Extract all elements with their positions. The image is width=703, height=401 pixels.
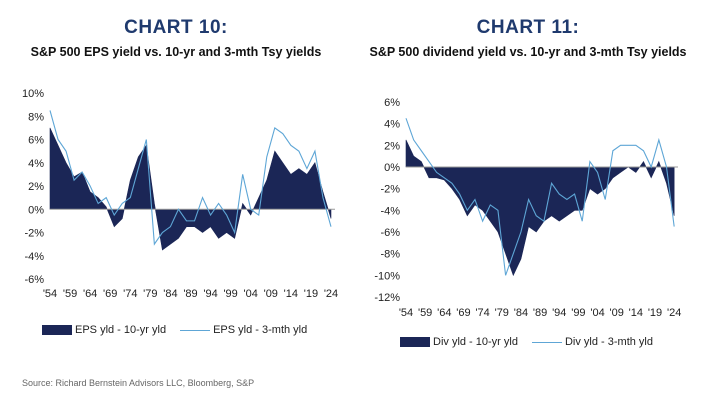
chart-11-panel: CHART 11: S&P 500 dividend yield vs. 10-… xyxy=(352,0,703,370)
x-tick-label: '69 xyxy=(103,288,117,300)
x-tick-label: '19 xyxy=(304,288,318,300)
x-tick-label: '94 xyxy=(552,307,566,319)
x-tick-label: '69 xyxy=(456,307,470,319)
chart-10-legend: EPS yld - 10-yr yld EPS yld - 3-mth yld xyxy=(42,324,307,336)
x-tick-label: '64 xyxy=(437,307,451,319)
chart-10-panel: CHART 10: S&P 500 EPS yield vs. 10-yr an… xyxy=(0,0,352,370)
y-tick-label: 4% xyxy=(28,158,44,170)
series-line-1 xyxy=(405,118,675,276)
x-tick-label: '64 xyxy=(83,288,97,300)
y-tick-label: -12% xyxy=(374,292,400,304)
y-tick-label: 8% xyxy=(28,111,44,123)
legend-item-div-3mth: Div yld - 3-mth yld xyxy=(531,336,653,348)
legend-item-eps-10yr: EPS yld - 10-yr yld xyxy=(42,324,166,336)
chart-11-legend: Div yld - 10-yr yld Div yld - 3-mth yld xyxy=(400,336,653,348)
x-tick-label: '54 xyxy=(399,307,413,319)
legend-label: EPS yld - 3-mth yld xyxy=(213,324,308,336)
x-tick-label: '94 xyxy=(203,288,217,300)
x-tick-label: '24 xyxy=(324,288,338,300)
chart-11-title: S&P 500 dividend yield vs. 10-yr and 3-m… xyxy=(369,45,687,59)
series-area-1 xyxy=(405,139,675,277)
y-tick-label: 6% xyxy=(384,97,400,109)
x-tick-label: '84 xyxy=(514,307,528,319)
x-tick-label: '04 xyxy=(590,307,604,319)
y-tick-label: 10% xyxy=(22,88,44,100)
x-tick-label: '24 xyxy=(667,307,681,319)
chart-10-plot: -6% -4% -2% 0% 2% 4% 6% 8% 10% '54 '59 '64 '69 '74 '79… xyxy=(22,88,338,300)
y-tick-label: -8% xyxy=(380,249,400,261)
source-note: Source: Richard Bernstein Advisors LLC, … xyxy=(22,378,255,388)
y-tick-label: -4% xyxy=(24,251,44,263)
y-tick-label: 0% xyxy=(28,204,44,216)
x-tick-label: '59 xyxy=(418,307,432,319)
legend-item-eps-3mth: EPS yld - 3-mth yld xyxy=(180,324,307,336)
legend-label: Div yld - 10-yr yld xyxy=(433,336,518,348)
x-tick-label: '04 xyxy=(244,288,258,300)
x-tick-label: '14 xyxy=(629,307,643,319)
legend-swatch-line xyxy=(531,341,562,343)
y-tick-label: -6% xyxy=(380,227,400,239)
y-tick-label: -10% xyxy=(374,270,400,282)
x-tick-label: '79 xyxy=(143,288,157,300)
chart-10-title: S&P 500 EPS yield vs. 10-yr and 3-mth Ts… xyxy=(30,45,322,59)
y-tick-label: 6% xyxy=(28,135,44,147)
legend-swatch-line xyxy=(180,329,211,331)
y-tick-label: -4% xyxy=(380,205,400,217)
x-tick-label: '54 xyxy=(43,288,57,300)
chart-10-number: CHART 10: xyxy=(124,17,228,38)
chart-11-number: CHART 11: xyxy=(476,17,580,38)
legend-label: Div yld - 3-mth yld xyxy=(564,336,653,348)
legend-item-div-10yr: Div yld - 10-yr yld xyxy=(400,336,518,348)
x-tick-label: '89 xyxy=(533,307,547,319)
y-tick-label: -6% xyxy=(24,274,44,286)
legend-swatch-area xyxy=(42,325,72,335)
x-tick-label: '84 xyxy=(163,288,177,300)
y-tick-label: 4% xyxy=(384,119,400,131)
y-tick-label: 0% xyxy=(384,162,400,174)
chart-11-plot: -12% -10% -8% -6% -4% -2% 0% 2% 4% 6% '54 '59 '64 '69… xyxy=(374,97,681,319)
series-line-0 xyxy=(49,110,332,246)
x-tick-label: '14 xyxy=(284,288,298,300)
x-tick-label: '59 xyxy=(63,288,77,300)
legend-swatch-area xyxy=(400,337,430,347)
y-tick-label: -2% xyxy=(380,184,400,196)
x-tick-label: '79 xyxy=(495,307,509,319)
x-tick-label: '09 xyxy=(610,307,624,319)
x-tick-label: '89 xyxy=(183,288,197,300)
x-tick-label: '74 xyxy=(123,288,137,300)
x-tick-label: '19 xyxy=(648,307,662,319)
y-tick-label: 2% xyxy=(28,181,44,193)
legend-label: EPS yld - 10-yr yld xyxy=(75,324,167,336)
x-tick-label: '09 xyxy=(264,288,278,300)
x-tick-label: '74 xyxy=(475,307,489,319)
y-tick-label: 2% xyxy=(384,140,400,152)
x-tick-label: '99 xyxy=(571,307,585,319)
series-area-0 xyxy=(49,127,332,251)
y-tick-label: -2% xyxy=(24,228,44,240)
x-tick-label: '99 xyxy=(223,288,237,300)
